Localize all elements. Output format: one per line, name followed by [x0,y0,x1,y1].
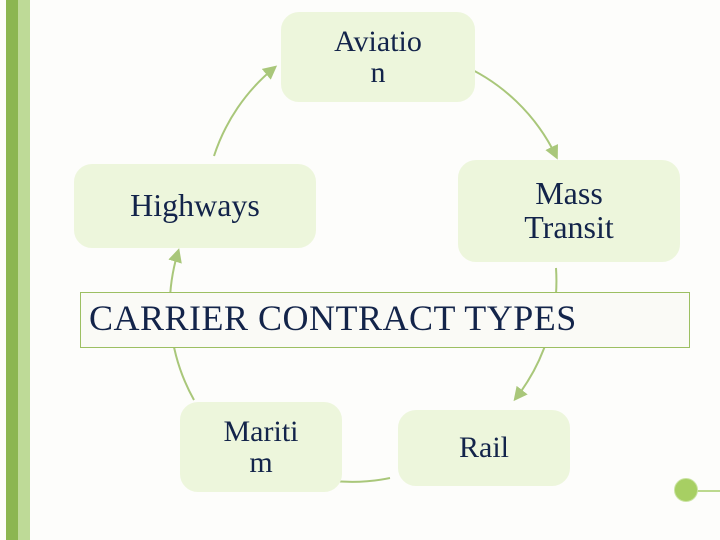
decor-stripe-light [18,0,30,540]
node-label: Maritim [224,416,299,479]
title-text: CARRIER CONTRACT TYPES [89,298,577,338]
node-mass-transit: MassTransit [458,160,680,262]
node-label: MassTransit [524,177,614,244]
arrow-highways-to-aviation [214,68,274,156]
node-label: Highways [130,189,260,223]
node-rail: Rail [398,410,570,486]
decor-stripe-dark [6,0,18,540]
page-title: CARRIER CONTRACT TYPES [80,292,690,348]
node-highways: Highways [74,164,316,248]
node-aviation: Aviation [281,12,475,102]
node-label: Aviation [334,26,422,89]
node-maritime: Maritim [180,402,342,492]
decor-accent-dot-icon [674,478,698,502]
node-label: Rail [459,432,509,464]
slide: Aviation MassTransit Rail Maritim Highwa… [0,0,720,540]
